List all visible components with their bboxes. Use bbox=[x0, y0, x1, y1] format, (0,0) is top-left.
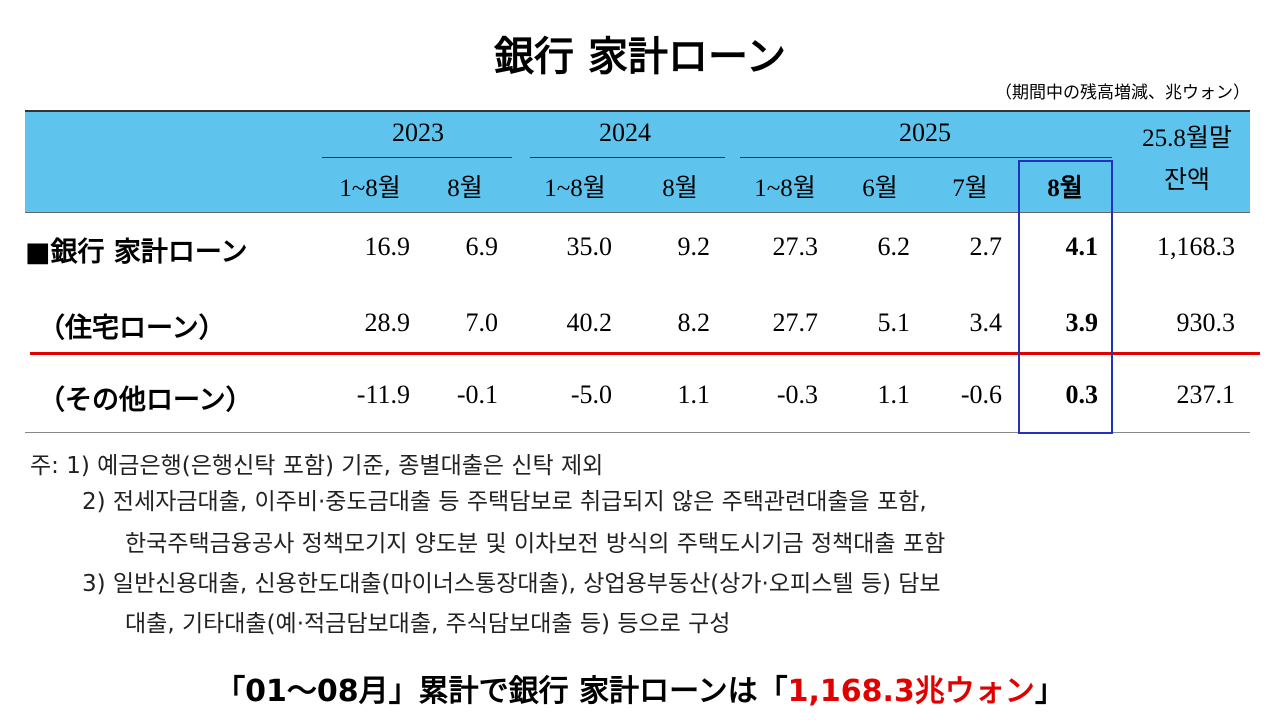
row-label: （住宅ローン） bbox=[38, 313, 226, 344]
cell: 3.4 bbox=[969, 308, 1003, 337]
cell: 8.2 bbox=[677, 308, 711, 337]
row-label: ■銀行 家計ローン bbox=[25, 237, 248, 268]
note: 한국주택금융공사 정책모기지 양도분 및 이차보전 방식의 주택도시기금 정책대… bbox=[125, 531, 946, 557]
note: 2) 전세자금대출, 이주비·중도금대출 등 주택담보로 취급되지 않은 주택관… bbox=[82, 489, 927, 515]
note: 3) 일반신용대출, 신용한도대출(마이너스통장대출), 상업용부동산(상가·오… bbox=[82, 571, 941, 597]
cell: 5.1 bbox=[877, 308, 911, 337]
cell: 16.9 bbox=[364, 232, 411, 261]
rule bbox=[322, 157, 512, 158]
rule bbox=[740, 157, 1112, 158]
rule bbox=[530, 157, 725, 158]
sub-header: 8월 bbox=[1047, 175, 1083, 202]
footer-highlight: 1,168.3兆ウォン bbox=[787, 674, 1035, 709]
footer: 「01～08月」累計で銀行 家計ローンは「1,168.3兆ウォン」 bbox=[215, 666, 1065, 710]
cell: -0.3 bbox=[776, 380, 818, 409]
cell: 4.1 bbox=[1065, 232, 1099, 261]
highlight-box bbox=[1018, 160, 1113, 434]
year-header: 2023 bbox=[392, 118, 444, 147]
balance-header: 잔액 bbox=[1163, 167, 1211, 194]
balance-header: 25.8월말 bbox=[1142, 125, 1232, 152]
red-line bbox=[30, 352, 1260, 355]
note: 대출, 기타대출(예·적금담보대출, 주식담보대출 등) 등으로 구성 bbox=[125, 611, 731, 637]
cell: 1.1 bbox=[877, 380, 911, 409]
note: 주: 1) 예금은행(은행신탁 포함) 기준, 종별대출은 신탁 제외 bbox=[30, 453, 604, 479]
table-bottom-rule bbox=[25, 432, 1250, 433]
sub-header: 8월 bbox=[447, 175, 483, 202]
cell: 7.0 bbox=[465, 308, 499, 337]
cell: 1.1 bbox=[677, 380, 711, 409]
sub-header: 1~8월 bbox=[339, 175, 401, 202]
cell: 40.2 bbox=[566, 308, 613, 337]
year-header: 2025 bbox=[899, 118, 951, 147]
footer-text: 「01～08月」累計で銀行 家計ローンは「 bbox=[215, 674, 788, 709]
cell: -11.9 bbox=[356, 380, 410, 409]
sub-header: 7월 bbox=[952, 175, 988, 202]
cell: 27.7 bbox=[772, 308, 819, 337]
cell: -0.1 bbox=[456, 380, 498, 409]
sub-header: 1~8월 bbox=[754, 175, 816, 202]
cell: 3.9 bbox=[1065, 308, 1099, 337]
cell: 6.9 bbox=[465, 232, 499, 261]
cell: 0.3 bbox=[1065, 380, 1099, 409]
title: 銀行 家計ローン bbox=[494, 34, 786, 80]
year-header: 2024 bbox=[599, 118, 651, 147]
cell: -5.0 bbox=[570, 380, 612, 409]
cell: 930.3 bbox=[1176, 308, 1236, 337]
sub-header: 1~8월 bbox=[544, 175, 606, 202]
cell: 27.3 bbox=[772, 232, 819, 261]
cell: 1,168.3 bbox=[1157, 232, 1235, 261]
cell: 9.2 bbox=[677, 232, 711, 261]
cell: 6.2 bbox=[877, 232, 911, 261]
cell: 2.7 bbox=[969, 232, 1003, 261]
cell: 35.0 bbox=[566, 232, 613, 261]
cell: -0.6 bbox=[960, 380, 1002, 409]
cell: 28.9 bbox=[364, 308, 411, 337]
row-label: （その他ローン） bbox=[38, 385, 253, 416]
sub-header: 6월 bbox=[862, 175, 898, 202]
footer-text: 」 bbox=[1034, 674, 1065, 709]
cell: 237.1 bbox=[1176, 380, 1236, 409]
sub-header: 8월 bbox=[662, 175, 698, 202]
unit-note: （期間中の残高増減、兆ウォン） bbox=[995, 83, 1250, 103]
